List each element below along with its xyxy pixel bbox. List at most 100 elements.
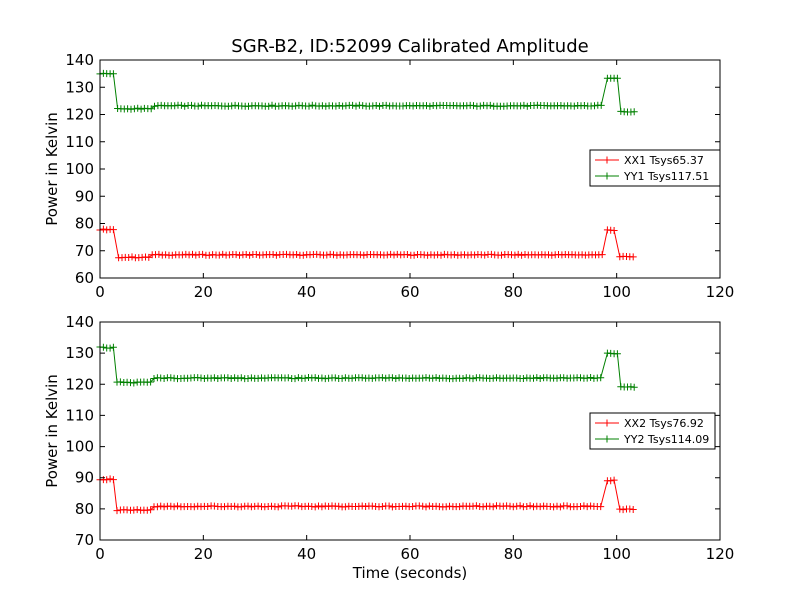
y-tick-label: 140 [65,51,94,69]
data-point [629,253,637,261]
x-tick-label: 80 [504,283,523,301]
series-markers [96,475,637,515]
data-point [498,251,505,259]
data-point [234,374,242,382]
data-point [128,253,136,261]
y-tick-label: 110 [65,406,94,424]
data-point [456,503,464,511]
data-point [147,506,155,514]
data-point [385,502,393,510]
data-point [629,506,637,513]
legend-label: XX2 Tsys76.92 [624,417,704,430]
data-point [113,507,121,515]
data-point [580,502,588,510]
data-point [450,251,458,259]
chart-title: SGR-B2, ID:52099 Calibrated Amplitude [231,36,588,57]
data-point [382,101,390,109]
data-point [489,503,497,511]
data-point [520,101,528,109]
data-point [204,503,212,510]
y-tick-label: 140 [65,313,94,331]
data-point [160,375,168,382]
data-point [167,502,175,510]
legend: XX2 Tsys76.92 YY2 Tsys114.09 [589,412,716,450]
x-tick-label: 120 [706,283,735,301]
data-point [410,251,418,259]
x-tick-label: 100 [602,283,631,301]
data-point [210,374,218,382]
data-point [550,503,558,511]
legend-marker [603,419,611,427]
data-point [598,251,606,259]
data-point [332,102,340,110]
data-point [335,502,343,510]
data-point [294,502,302,510]
data-point [134,104,142,112]
data-point [137,105,145,113]
data-point [167,374,175,382]
legend-box [589,149,721,187]
y-tick-label: 70 [75,242,94,260]
data-point [157,502,165,510]
data-point [470,102,477,110]
legend-box [589,412,716,450]
x-tick-label: 40 [297,545,316,563]
data-point [162,251,170,259]
data-point [231,374,239,382]
data-point [426,102,434,110]
data-point [116,378,124,386]
y-tick-label: 100 [65,160,94,178]
data-point [338,374,346,382]
data-point [616,505,624,513]
x-tick-label: 0 [95,545,105,563]
data-point [106,475,114,483]
data-point [219,250,227,258]
data-point [106,344,114,352]
data-point [99,225,107,233]
x-tick-label: 20 [194,545,213,563]
data-point [174,502,181,510]
data-point [291,375,299,383]
data-point [109,226,117,234]
series-markers [96,69,638,116]
data-point [274,503,282,511]
data-point [536,375,544,382]
top-ylabel: Power in Kelvin [43,112,61,226]
data-point [583,503,591,511]
data-point [597,101,605,109]
data-point [556,503,564,511]
bottom-ylabel: Power in Kelvin [43,374,61,488]
data-point [194,102,202,110]
data-point [516,502,524,510]
data-point [523,503,531,510]
data-point [360,251,368,259]
data-point [432,374,440,382]
legend: XX1 Tsys65.37 YY1 Tsys117.51 [589,149,721,187]
data-point [130,379,138,387]
data-point [308,101,316,109]
data-point [553,502,561,510]
y-tick-label: 60 [75,269,94,287]
data-point [459,375,467,382]
data-point [189,250,196,258]
data-point [335,102,343,109]
x-tick-label: 20 [194,283,213,301]
x-tick-label: 60 [400,283,419,301]
data-point [469,375,477,383]
data-point [387,250,395,258]
data-point [613,74,621,82]
data-point [199,250,207,258]
y-tick-label: 130 [65,344,94,362]
data-point [103,476,111,484]
x-tick-label: 60 [400,545,419,563]
x-tick-label: 100 [602,545,631,563]
data-point [583,374,591,382]
data-point [577,503,584,510]
data-point [511,251,519,259]
data-point [481,251,489,259]
y-tick-label: 90 [75,187,94,205]
series-markers [96,343,638,391]
data-point [630,108,638,116]
data-point [150,375,158,382]
